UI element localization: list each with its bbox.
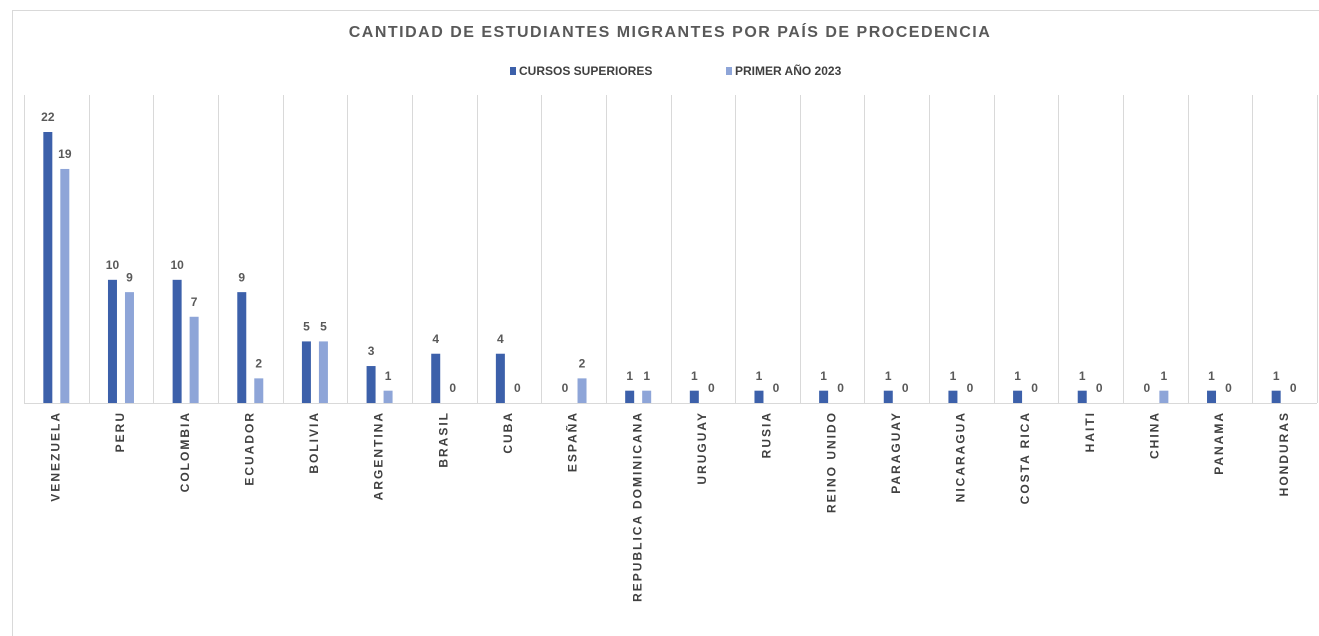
data-label: 1 bbox=[691, 369, 698, 383]
data-label: 0 bbox=[1290, 381, 1297, 395]
data-label: 5 bbox=[320, 320, 327, 334]
x-tick-label: ARGENTINA bbox=[372, 411, 386, 500]
data-label: 10 bbox=[106, 258, 120, 272]
data-label: 4 bbox=[432, 332, 439, 346]
data-label: 9 bbox=[126, 270, 133, 284]
data-label: 0 bbox=[1144, 381, 1151, 395]
data-label: 0 bbox=[562, 381, 569, 395]
x-tick-label: PERU bbox=[113, 411, 127, 452]
x-tick-label: VENEZUELA bbox=[48, 411, 62, 502]
x-tick-label: BOLIVIA bbox=[307, 411, 321, 474]
data-label: 0 bbox=[902, 381, 909, 395]
x-tick-label: HONDURAS bbox=[1277, 411, 1291, 496]
data-label: 1 bbox=[626, 369, 633, 383]
data-label: 0 bbox=[1225, 381, 1232, 395]
bar bbox=[383, 390, 393, 403]
data-label: 0 bbox=[967, 381, 974, 395]
x-tick-label: RUSIA bbox=[760, 411, 774, 458]
bar bbox=[642, 390, 652, 403]
bar bbox=[254, 378, 264, 403]
x-tick-label: CUBA bbox=[501, 411, 515, 454]
data-label: 1 bbox=[820, 369, 827, 383]
data-label: 0 bbox=[773, 381, 780, 395]
data-label: 0 bbox=[708, 381, 715, 395]
data-label: 0 bbox=[1031, 381, 1038, 395]
bar bbox=[366, 366, 376, 403]
bar bbox=[1077, 390, 1087, 403]
data-label: 1 bbox=[950, 369, 957, 383]
chart-title: CANTIDAD DE ESTUDIANTES MIGRANTES POR PA… bbox=[349, 22, 992, 41]
x-tick-label: NICARAGUA bbox=[954, 411, 968, 502]
bar bbox=[124, 292, 134, 403]
data-label: 1 bbox=[1161, 369, 1168, 383]
bar bbox=[172, 279, 182, 403]
data-label: 4 bbox=[497, 332, 504, 346]
data-label: 2 bbox=[579, 357, 586, 371]
bar bbox=[60, 168, 70, 403]
x-tick-label: URUGUAY bbox=[695, 411, 709, 485]
bar bbox=[689, 390, 699, 403]
data-label: 7 bbox=[191, 295, 198, 309]
bar bbox=[301, 341, 311, 403]
x-tick-label: CHINA bbox=[1148, 411, 1162, 459]
data-label: 3 bbox=[368, 344, 375, 358]
x-tick-label: HAITI bbox=[1083, 411, 1097, 452]
data-label: 22 bbox=[41, 110, 55, 124]
data-label: 19 bbox=[58, 147, 72, 161]
data-label: 1 bbox=[1273, 369, 1280, 383]
bar bbox=[948, 390, 958, 403]
data-label: 0 bbox=[837, 381, 844, 395]
legend-swatch bbox=[726, 67, 732, 75]
x-tick-label: ECUADOR bbox=[242, 411, 256, 486]
data-label: 1 bbox=[1014, 369, 1021, 383]
x-tick-label: PARAGUAY bbox=[889, 411, 903, 494]
bar bbox=[577, 378, 587, 403]
data-label: 1 bbox=[756, 369, 763, 383]
bar bbox=[237, 292, 247, 403]
bar bbox=[43, 132, 53, 403]
bar bbox=[431, 353, 441, 403]
data-label: 0 bbox=[514, 381, 521, 395]
legend-label: PRIMER AÑO 2023 bbox=[735, 63, 842, 78]
x-tick-label: ESPAÑA bbox=[565, 411, 580, 472]
bar bbox=[318, 341, 328, 403]
x-tick-label: COSTA RICA bbox=[1018, 411, 1032, 504]
data-label: 9 bbox=[238, 270, 245, 284]
x-tick-label: REINO UNIDO bbox=[824, 411, 838, 513]
bar bbox=[1159, 390, 1169, 403]
legend-label: CURSOS SUPERIORES bbox=[519, 64, 652, 78]
bar bbox=[1013, 390, 1023, 403]
data-label: 0 bbox=[449, 381, 456, 395]
legend-swatch bbox=[510, 67, 516, 75]
data-label: 1 bbox=[643, 369, 650, 383]
x-tick-label: REPUBLICA DOMINICANA bbox=[630, 411, 644, 602]
bar bbox=[883, 390, 893, 403]
bar bbox=[754, 390, 764, 403]
x-tick-label: COLOMBIA bbox=[178, 411, 192, 492]
bar bbox=[1207, 390, 1217, 403]
x-tick-label: BRASIL bbox=[436, 411, 450, 468]
data-label: 1 bbox=[1079, 369, 1086, 383]
bar bbox=[107, 279, 117, 403]
bar bbox=[495, 353, 505, 403]
bar bbox=[189, 316, 199, 403]
data-label: 5 bbox=[303, 320, 310, 334]
data-label: 1 bbox=[385, 369, 392, 383]
data-label: 10 bbox=[170, 258, 184, 272]
data-label: 0 bbox=[1096, 381, 1103, 395]
bar bbox=[819, 390, 829, 403]
data-label: 1 bbox=[1208, 369, 1215, 383]
bar bbox=[1271, 390, 1281, 403]
bar bbox=[625, 390, 635, 403]
x-tick-label: PANAMA bbox=[1212, 411, 1226, 475]
data-label: 1 bbox=[885, 369, 892, 383]
data-label: 2 bbox=[255, 357, 262, 371]
